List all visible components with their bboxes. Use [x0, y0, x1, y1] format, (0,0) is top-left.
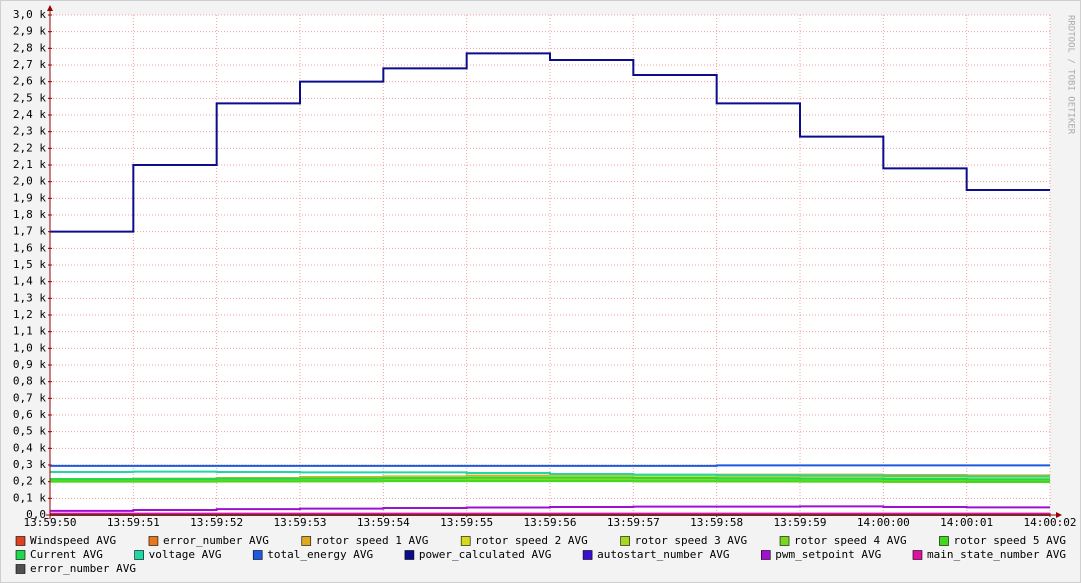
legend-swatch [582, 550, 593, 560]
series-line [50, 476, 1050, 481]
legend-label: rotor speed 3 AVG [635, 534, 748, 547]
legend-swatch [620, 536, 630, 546]
legend-label: rotor speed 5 AVG [953, 534, 1066, 547]
y-tick-label: 2,9 k [13, 25, 46, 38]
x-tick-label: 13:59:55 [440, 516, 493, 529]
legend-label: rotor speed 4 AVG [794, 534, 907, 547]
legend-swatch [460, 536, 471, 546]
watermark: RRDTOOL / TOBI OETIKER [1066, 15, 1076, 135]
x-tick-label: 13:59:51 [107, 516, 160, 529]
legend-label: Windspeed AVG [30, 534, 116, 547]
legend-swatch [939, 536, 949, 546]
legend-label: power_calculated AVG [419, 548, 551, 561]
x-axis-arrow [1056, 512, 1062, 518]
legend-swatch [15, 550, 26, 560]
legend-swatch [760, 550, 771, 560]
y-tick-label: 1,5 k [13, 258, 46, 271]
legend-swatch [148, 536, 159, 546]
series-line [50, 464, 1050, 467]
legend-swatch [134, 550, 144, 560]
y-tick-label: 2,0 k [13, 175, 46, 188]
legend-label: rotor speed 2 AVG [475, 534, 588, 547]
y-tick-label: 1,8 k [13, 208, 46, 221]
legend-swatch [15, 536, 26, 546]
series-line [50, 480, 1050, 483]
legend-label: error_number AVG [163, 534, 269, 547]
y-tick-label: 0,1 k [13, 491, 46, 504]
y-tick-label: 1,7 k [13, 225, 46, 238]
y-tick-label: 0,6 k [13, 408, 46, 421]
y-tick-label: 2,6 k [13, 75, 46, 88]
y-tick-label: 1,1 k [13, 325, 46, 338]
y-tick-label: 1,3 k [13, 291, 46, 304]
y-tick-label: 2,1 k [13, 158, 46, 171]
x-tick-label: 13:59:59 [774, 516, 827, 529]
legend-label: voltage AVG [149, 548, 222, 561]
legend-label: main_state_number AVG [927, 548, 1066, 561]
legend-swatch [912, 550, 923, 560]
x-tick-label: 13:59:58 [690, 516, 743, 529]
legend-label: error_number AVG [30, 562, 136, 575]
x-tick-label: 13:59:57 [607, 516, 660, 529]
y-tick-label: 0,2 k [13, 475, 46, 488]
x-tick-label: 13:59:50 [24, 516, 77, 529]
y-tick-label: 0,0 [26, 508, 46, 521]
y-tick-label: 0,5 k [13, 425, 46, 438]
series-line [50, 505, 1050, 512]
legend-label: Current AVG [30, 548, 103, 561]
legend-label: rotor speed 1 AVG [316, 534, 429, 547]
y-tick-label: 0,3 k [13, 458, 46, 471]
legend-swatch [252, 550, 263, 560]
legend-label: autostart_number AVG [597, 548, 729, 561]
y-tick-label: 0,4 k [13, 441, 46, 454]
y-tick-label: 1,4 k [13, 275, 46, 288]
legend-label: total_energy AVG [267, 548, 373, 561]
y-tick-label: 1,2 k [13, 308, 46, 321]
legend-swatch [779, 536, 790, 546]
y-tick-label: 0,9 k [13, 358, 46, 371]
x-tick-label: 13:59:56 [524, 516, 577, 529]
x-tick-label: 13:59:53 [274, 516, 327, 529]
legend-swatch [301, 536, 312, 546]
y-tick-label: 3,0 k [13, 8, 46, 21]
legend-label: pwm_setpoint AVG [775, 548, 881, 561]
y-tick-label: 2,2 k [13, 141, 46, 154]
x-tick-label: 14:00:02 [1024, 516, 1077, 529]
y-tick-label: 0,7 k [13, 391, 46, 404]
y-tick-label: 2,3 k [13, 125, 46, 138]
x-tick-label: 14:00:01 [940, 516, 993, 529]
y-tick-label: 1,9 k [13, 191, 46, 204]
y-tick-label: 2,5 k [13, 91, 46, 104]
y-axis-arrow [47, 5, 53, 11]
series-line [50, 52, 1050, 233]
x-tick-label: 13:59:54 [357, 516, 410, 529]
y-tick-label: 0,8 k [13, 375, 46, 388]
y-tick-label: 2,7 k [13, 58, 46, 71]
legend-swatch [404, 550, 415, 560]
y-tick-label: 1,6 k [13, 241, 46, 254]
series-line [50, 470, 1050, 478]
x-tick-label: 14:00:00 [857, 516, 910, 529]
x-tick-label: 13:59:52 [190, 516, 243, 529]
legend-swatch [15, 564, 26, 574]
y-tick-label: 2,8 k [13, 41, 46, 54]
y-tick-label: 2,4 k [13, 108, 46, 121]
y-tick-label: 1,0 k [13, 341, 46, 354]
